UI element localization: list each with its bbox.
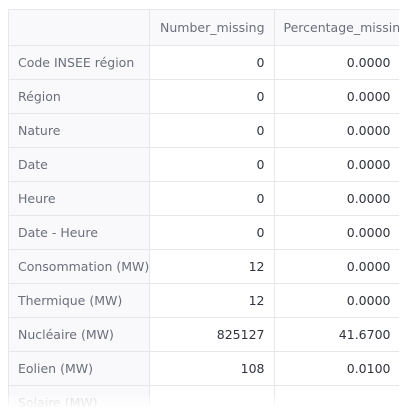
cell-number-missing[interactable]: 0 <box>149 147 275 182</box>
table-row: Date 0 0.0000 <box>9 147 399 182</box>
cell-percentage-missing[interactable]: 0.0000 <box>274 147 399 182</box>
row-label: Consommation (MW) <box>9 249 150 284</box>
cell-number-missing[interactable] <box>149 385 275 407</box>
table-row: Heure 0 0.0000 <box>9 181 399 216</box>
row-label: Région <box>9 79 150 114</box>
column-header-number-missing[interactable]: Number_missing <box>149 10 275 46</box>
table-row: Solaire (MW) <box>9 385 399 407</box>
row-label: Nucléaire (MW) <box>9 317 150 352</box>
cell-percentage-missing[interactable]: 0.0000 <box>274 181 399 216</box>
table-row: Nucléaire (MW) 825127 41.6700 <box>9 317 399 352</box>
table-row: Date - Heure 0 0.0000 <box>9 215 399 250</box>
cell-percentage-missing[interactable]: 0.0000 <box>274 113 399 148</box>
cell-number-missing[interactable]: 0 <box>149 113 275 148</box>
table-row: Eolien (MW) 108 0.0100 <box>9 351 399 386</box>
row-label: Code INSEE région <box>9 45 150 80</box>
cell-number-missing[interactable]: 0 <box>149 215 275 250</box>
row-label: Solaire (MW) <box>9 385 150 407</box>
cell-number-missing[interactable]: 108 <box>149 351 275 386</box>
cell-number-missing[interactable]: 0 <box>149 79 275 114</box>
cell-percentage-missing[interactable]: 0.0000 <box>274 283 399 318</box>
table-row: Thermique (MW) 12 0.0000 <box>9 283 399 318</box>
missing-values-table-frame[interactable]: Number_missing Percentage_missing Code I… <box>8 9 399 407</box>
row-label: Date <box>9 147 150 182</box>
cell-percentage-missing[interactable]: 0.0100 <box>274 351 399 386</box>
table-header-row: Number_missing Percentage_missing <box>9 10 399 46</box>
row-label: Thermique (MW) <box>9 283 150 318</box>
cell-number-missing[interactable]: 12 <box>149 249 275 284</box>
cell-number-missing[interactable]: 0 <box>149 45 275 80</box>
cell-percentage-missing[interactable]: 0.0000 <box>274 249 399 284</box>
row-label: Nature <box>9 113 150 148</box>
cell-percentage-missing[interactable]: 41.6700 <box>274 317 399 352</box>
table-row: Code INSEE région 0 0.0000 <box>9 45 399 80</box>
missing-values-table: Number_missing Percentage_missing Code I… <box>9 10 399 407</box>
row-label: Eolien (MW) <box>9 351 150 386</box>
row-label: Heure <box>9 181 150 216</box>
column-header-percentage-missing[interactable]: Percentage_missing <box>274 10 399 46</box>
cell-percentage-missing[interactable]: 0.0000 <box>274 215 399 250</box>
cell-number-missing[interactable]: 825127 <box>149 317 275 352</box>
cell-percentage-missing[interactable]: 0.0000 <box>274 45 399 80</box>
table-row: Région 0 0.0000 <box>9 79 399 114</box>
table-row: Nature 0 0.0000 <box>9 113 399 148</box>
table-row: Consommation (MW) 12 0.0000 <box>9 249 399 284</box>
cell-number-missing[interactable]: 12 <box>149 283 275 318</box>
cell-percentage-missing[interactable]: 0.0000 <box>274 79 399 114</box>
cell-number-missing[interactable]: 0 <box>149 181 275 216</box>
row-label: Date - Heure <box>9 215 150 250</box>
cell-percentage-missing[interactable] <box>274 385 399 407</box>
index-header <box>9 10 150 46</box>
